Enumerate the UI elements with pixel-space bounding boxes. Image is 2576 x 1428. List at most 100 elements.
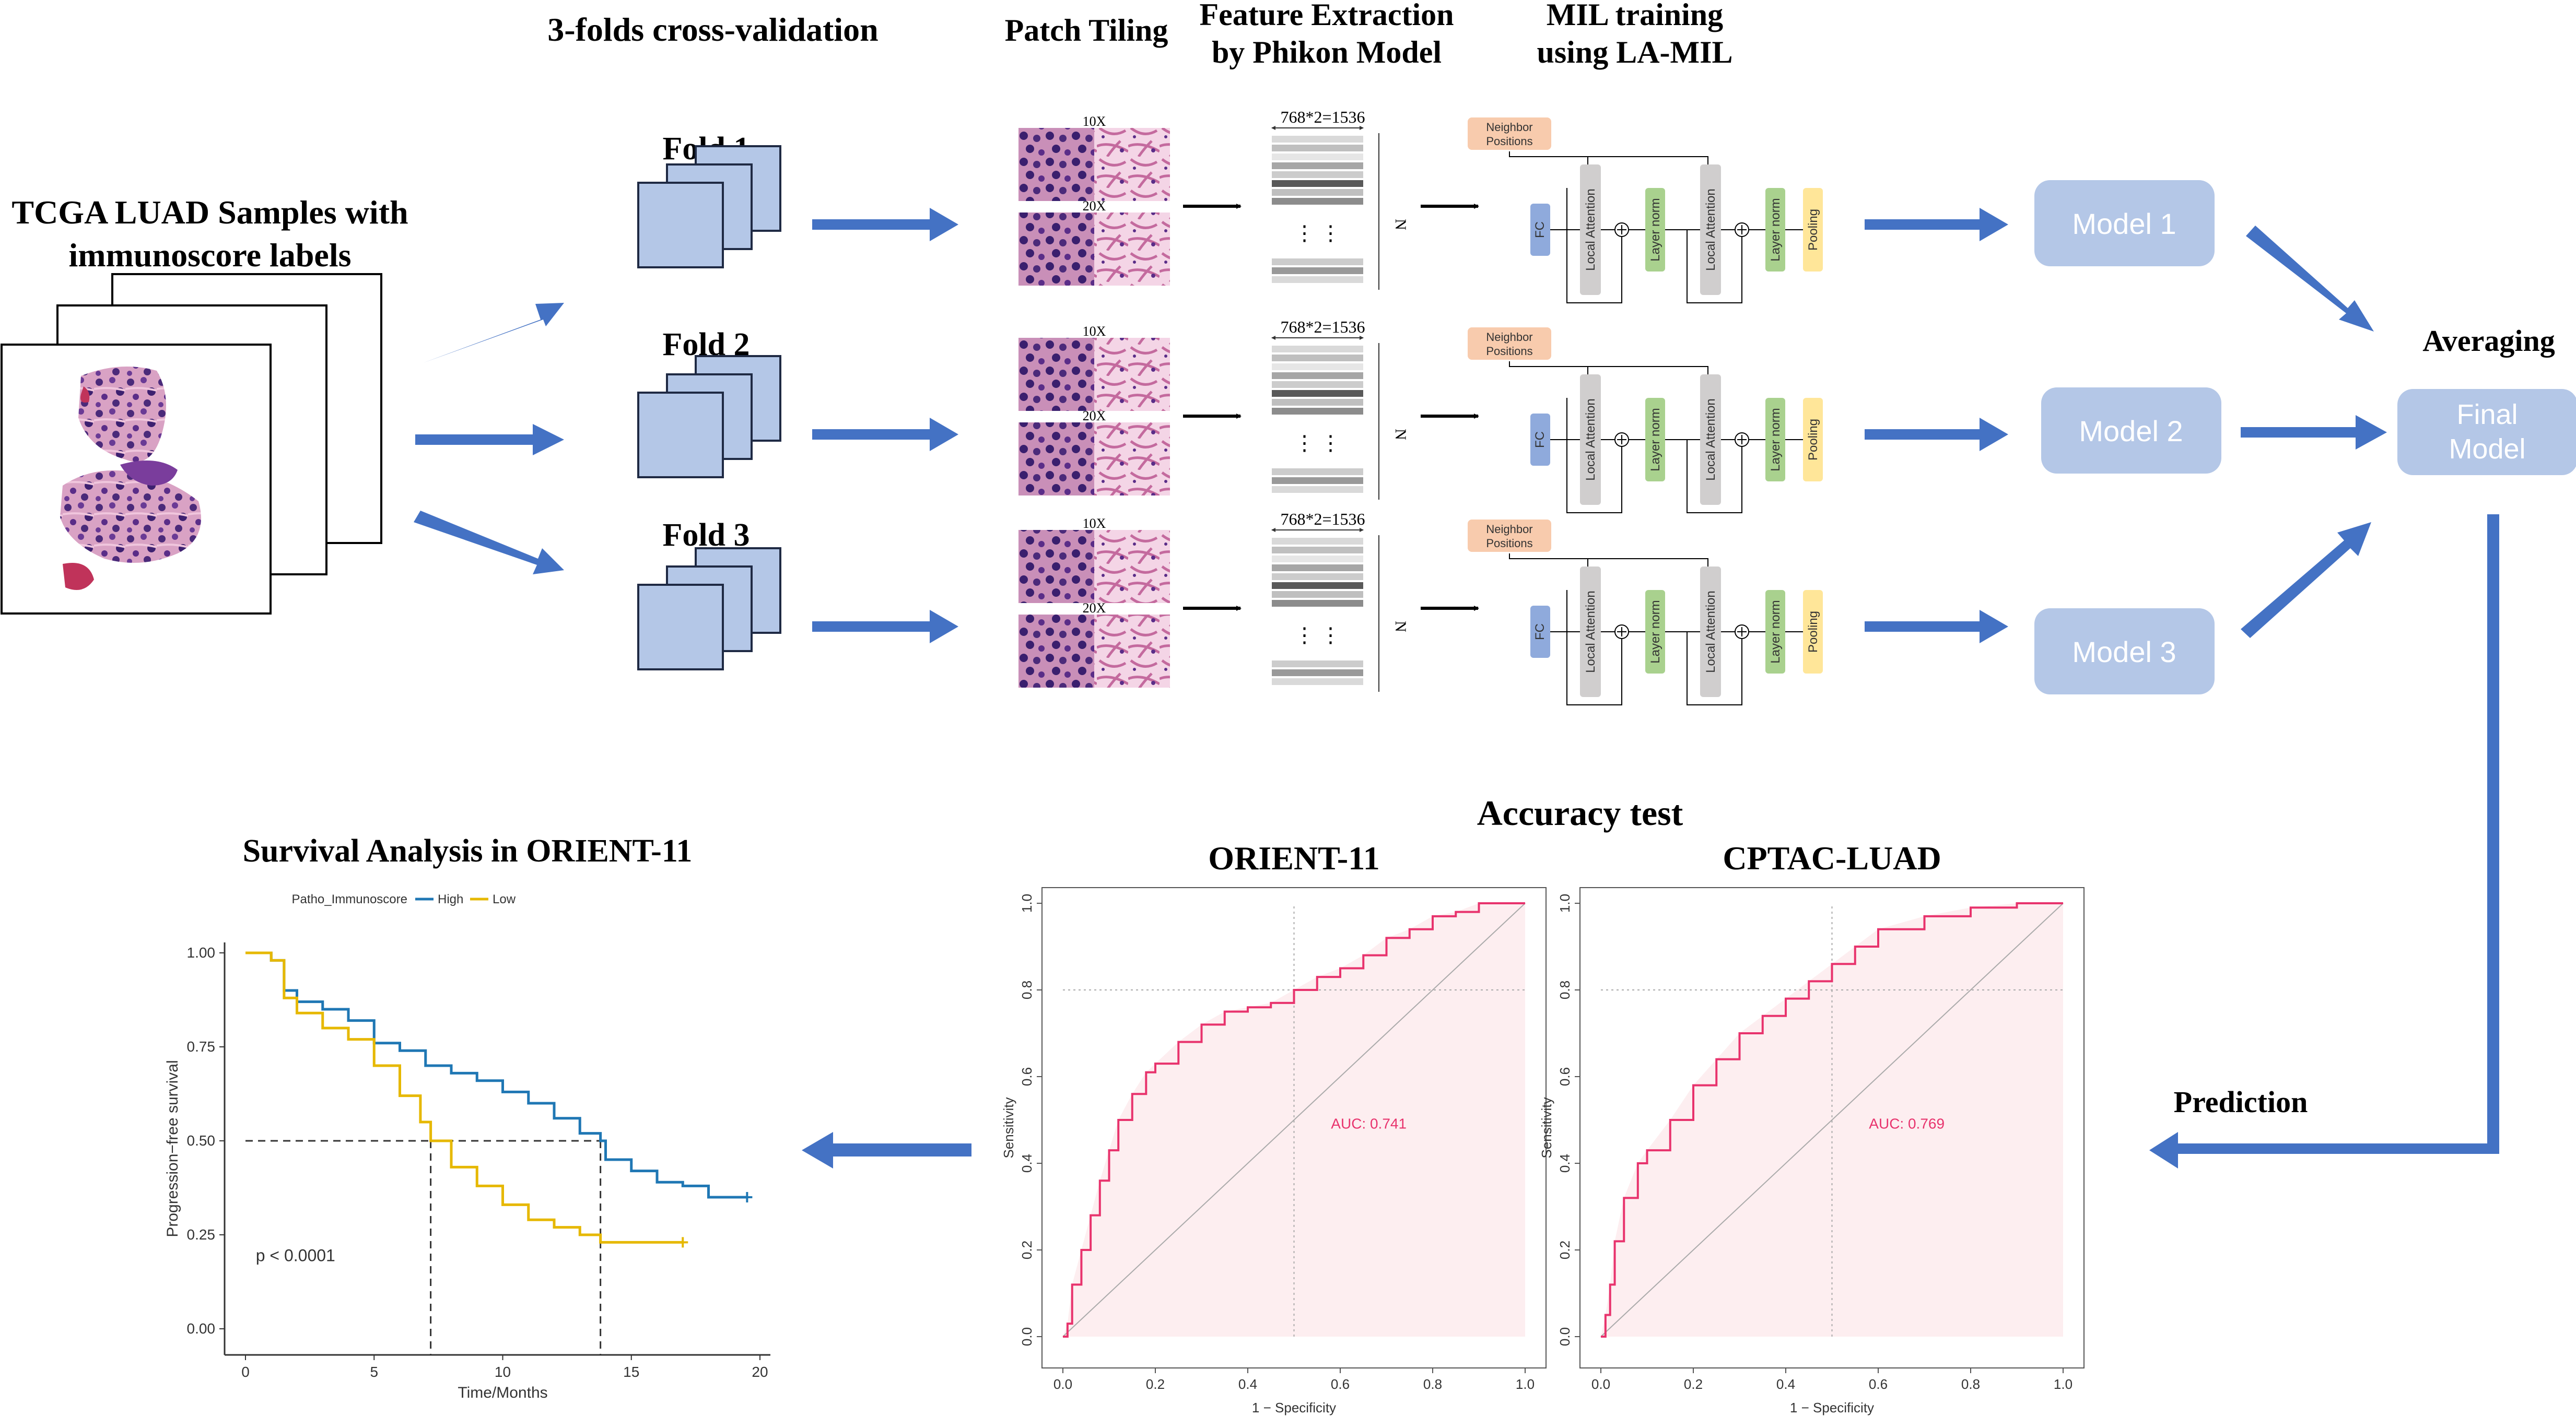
arrow-model2-to-final [2241, 415, 2387, 450]
diagonal-reference [1600, 903, 2064, 1337]
local-attention-box [1700, 567, 1721, 697]
local-attention-box [1580, 567, 1601, 697]
skip-connection [1566, 230, 1622, 303]
connector [1509, 553, 1708, 580]
pooling-label: Pooling [1806, 209, 1820, 251]
fold-label: Fold 3 [662, 517, 750, 553]
patch-20x-left [1018, 422, 1094, 495]
patch-10x-left [1018, 530, 1094, 603]
feature-dim-label: 768*2=1536 [1280, 317, 1365, 336]
arrow-to-fold2 [415, 424, 564, 455]
patch-10x-left [1018, 338, 1094, 411]
fold-square [637, 182, 724, 268]
x-tick-label: 0.6 [1331, 1376, 1350, 1392]
patch-20x-left [1018, 615, 1094, 688]
pooling-box [1803, 188, 1823, 272]
samples-title-line2: immunoscore labels [68, 237, 351, 274]
roc-title: ORIENT-11 [1208, 840, 1379, 877]
fold-square [637, 584, 724, 670]
local-attention-label: Local Attention [1584, 188, 1598, 270]
y-tick-label: 0.4 [1019, 1154, 1035, 1173]
y-tick-label: 0.8 [1019, 981, 1035, 999]
local-attention-label: Local Attention [1704, 398, 1718, 480]
fc-label: FC [1533, 221, 1547, 238]
x-tick-label: 0.0 [1591, 1376, 1610, 1392]
feature-matrix-3: 768*2=1536 ⋮ ⋮ N [1271, 510, 1479, 692]
feature-row [1272, 591, 1363, 598]
y-tick-label: 1.0 [1557, 894, 1573, 913]
ellipsis: ⋮ ⋮ [1294, 623, 1341, 647]
feature-dim-label: 768*2=1536 [1280, 510, 1365, 528]
model-box [2034, 608, 2215, 694]
neighbor-positions-box [1468, 520, 1551, 552]
arrow-fold-to-patch [812, 610, 958, 643]
y-tick-label: 0.2 [1019, 1241, 1035, 1259]
connector [1509, 361, 1708, 387]
neighbor-label-line1: Neighbor [1486, 523, 1532, 536]
feature-matrix-2: 768*2=1536 ⋮ ⋮ N [1271, 317, 1479, 500]
n-label: N [1392, 621, 1409, 632]
feature-row [1272, 678, 1363, 685]
local-attention-label: Local Attention [1584, 398, 1598, 480]
x-axis-label: Time/Months [458, 1384, 547, 1401]
pooling-label: Pooling [1806, 611, 1820, 653]
neighbor-positions-box [1468, 117, 1551, 150]
prediction-arrow: Prediction [2149, 514, 2499, 1169]
pooling-box [1803, 398, 1823, 481]
neighbor-label-line2: Positions [1486, 135, 1532, 148]
feature-row [1272, 600, 1363, 607]
skip-connection [1566, 632, 1622, 705]
y-tick-label: 0.2 [1557, 1241, 1573, 1259]
feature-row [1272, 477, 1363, 484]
feature-matrix-1: 768*2=1536 ⋮ ⋮ N [1271, 108, 1479, 290]
x-tick-label: 0.4 [1238, 1376, 1257, 1392]
y-axis-label: Progression−free survival [164, 1060, 181, 1237]
feature-dim-label: 768*2=1536 [1280, 108, 1365, 126]
patch-tiles-3: 10X 20X [1018, 516, 1242, 688]
feature-row [1272, 538, 1363, 545]
neighbor-positions-box [1468, 327, 1551, 360]
feature-row [1272, 408, 1363, 415]
layer-norm-label: Layer norm [1648, 600, 1662, 663]
fc-label: FC [1533, 431, 1547, 448]
arrow-fold-to-patch [812, 208, 958, 241]
patch-20x-right [1094, 422, 1170, 495]
header-feature-extraction: Feature Extraction [1199, 0, 1454, 32]
local-attention-label: Local Attention [1704, 591, 1718, 672]
model-box [2034, 180, 2215, 266]
arrow-to-fold1 [423, 303, 564, 363]
patch-10x-left [1018, 128, 1094, 201]
model-3: Model 3 [2034, 608, 2215, 694]
n-label: N [1392, 429, 1409, 440]
plus-glyph [1737, 627, 1747, 636]
feature-row [1272, 171, 1363, 178]
y-tick-label: 1.0 [1019, 894, 1035, 913]
slide-stack [1, 273, 382, 615]
header-cross-validation: 3-folds cross-validation [547, 11, 879, 48]
local-attention-box [1700, 164, 1721, 295]
local-attention-label: Local Attention [1584, 591, 1598, 672]
feature-row [1272, 136, 1363, 143]
skip-connection [1687, 632, 1742, 705]
header-mil-training: MIL training [1547, 0, 1723, 32]
roc-curve [1601, 902, 2063, 1338]
local-attention-box [1580, 374, 1601, 505]
feature-row [1272, 162, 1363, 169]
roc-curve [1063, 902, 1525, 1338]
feature-row [1272, 547, 1363, 553]
x-tick-label: 0.8 [1423, 1376, 1442, 1392]
layer-norm-box [1765, 590, 1785, 674]
mag-20x-label: 20X [1083, 198, 1106, 214]
x-tick-label: 15 [623, 1364, 639, 1380]
feature-row [1272, 573, 1363, 580]
x-tick-label: 1.0 [2054, 1376, 2072, 1392]
layer-norm-box [1645, 590, 1665, 674]
fold-3: Fold 3 [637, 517, 958, 670]
km-curve-low [245, 951, 683, 1244]
x-tick-label: 0.0 [1053, 1376, 1072, 1392]
arrow-model3-to-final [2241, 522, 2371, 638]
arrow-accuracy-to-survival [802, 1132, 971, 1169]
x-tick-label: 0.2 [1146, 1376, 1165, 1392]
